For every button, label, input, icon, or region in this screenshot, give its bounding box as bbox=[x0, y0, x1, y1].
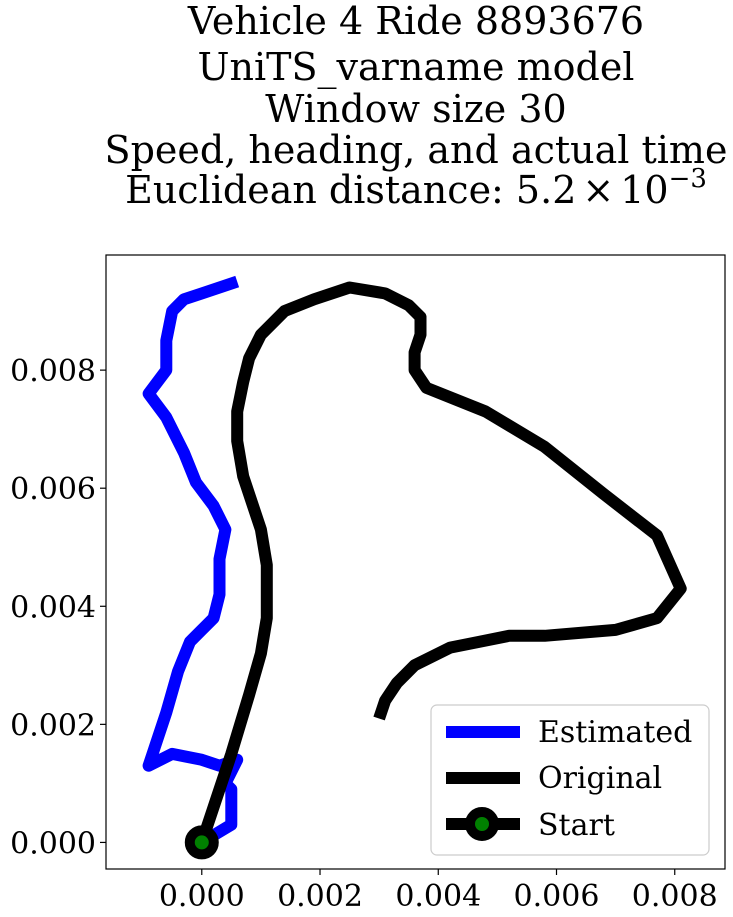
start-marker bbox=[184, 825, 219, 860]
y-tick-label: 0.000 bbox=[10, 826, 96, 861]
title-line-5-exponent: −3 bbox=[669, 164, 707, 194]
title-line-2: UniTS_varname model bbox=[198, 45, 635, 90]
x-tick-label: 0.002 bbox=[277, 879, 363, 914]
legend-box bbox=[430, 704, 710, 856]
title-line-5-base: 10 bbox=[620, 168, 668, 212]
title-line-5: Euclidean distance: 5.2 × 10−3 bbox=[125, 164, 707, 212]
y-axis: 0.000 0.002 0.004 0.006 0.008 bbox=[10, 354, 106, 861]
title-line-1: Vehicle 4 Ride 8893676 bbox=[187, 0, 644, 43]
y-tick-label: 0.006 bbox=[10, 472, 96, 507]
x-tick-label: 0.004 bbox=[395, 879, 481, 914]
legend-start-swatch-marker bbox=[465, 807, 499, 841]
legend-estimated-label: Estimated bbox=[538, 715, 692, 750]
title-line-3: Window size 30 bbox=[265, 87, 566, 131]
x-tick-label: 0.006 bbox=[514, 879, 600, 914]
y-tick-label: 0.004 bbox=[10, 590, 96, 625]
y-tick-label: 0.008 bbox=[10, 354, 96, 389]
x-axis: 0.000 0.002 0.004 0.006 0.008 bbox=[159, 869, 718, 914]
x-tick-label: 0.008 bbox=[632, 879, 718, 914]
legend: Estimated Original Start bbox=[430, 704, 710, 856]
legend-original-label: Original bbox=[538, 761, 662, 796]
plot-area bbox=[105, 254, 726, 870]
title-line-4: Speed, heading, and actual time bbox=[105, 128, 728, 172]
y-tick-label: 0.002 bbox=[10, 708, 96, 743]
chart-title: Vehicle 4 Ride 8893676 UniTS_varname mod… bbox=[105, 0, 728, 212]
series-line-original bbox=[196, 281, 687, 845]
title-line-5-prefix: Euclidean distance: 5.2 bbox=[125, 168, 576, 212]
legend-start-label: Start bbox=[538, 808, 615, 843]
title-line-5-times: × bbox=[582, 168, 614, 212]
plot-frame bbox=[105, 254, 726, 870]
x-tick-label: 0.000 bbox=[159, 879, 245, 914]
